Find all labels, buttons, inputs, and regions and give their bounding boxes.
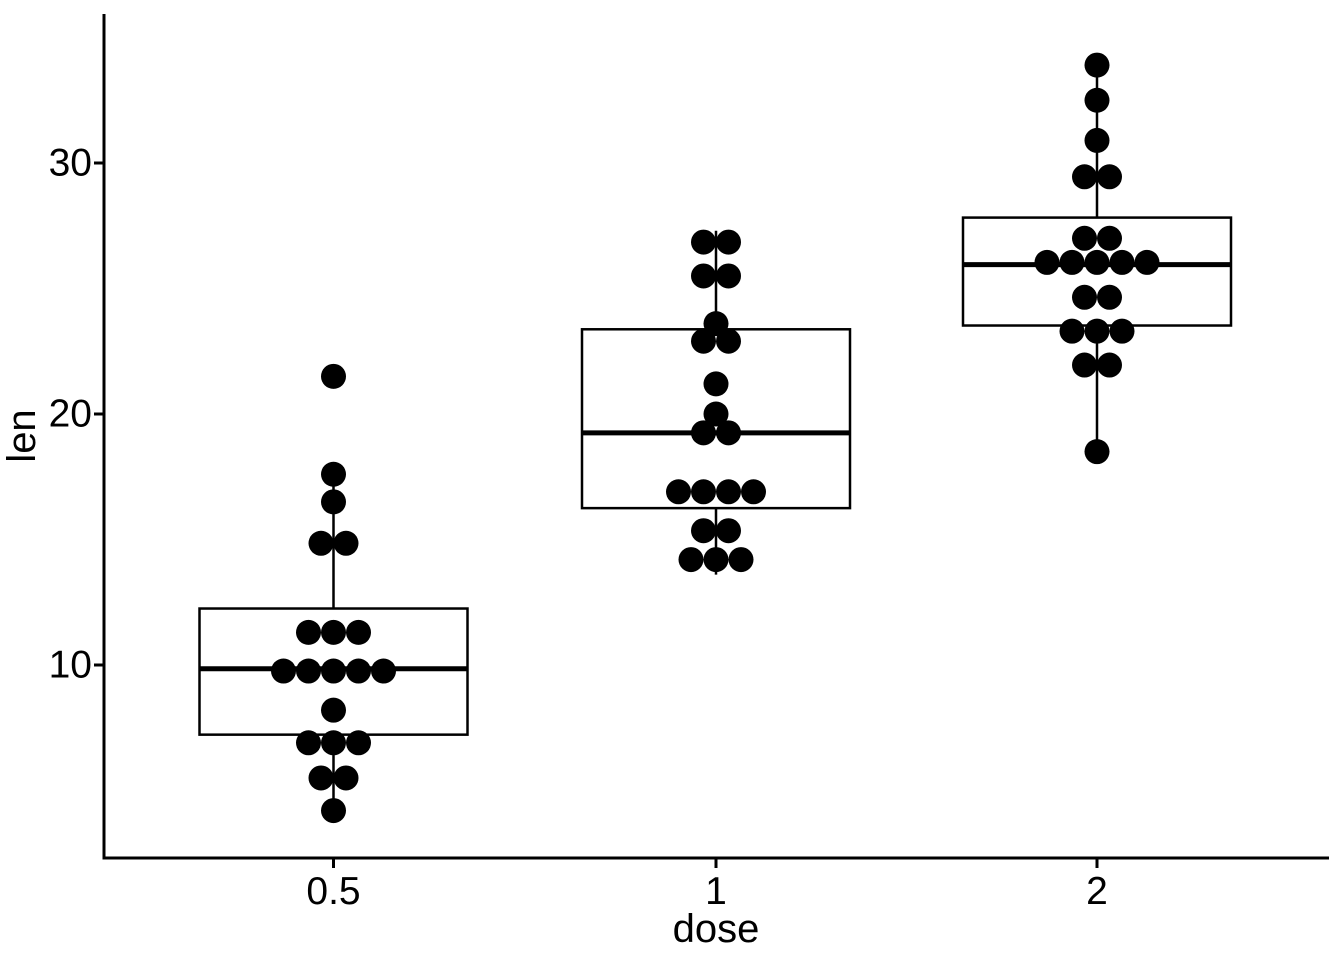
data-dot: [1084, 52, 1110, 78]
y-tick-mark: [94, 161, 103, 165]
data-dot: [346, 619, 371, 645]
data-dot: [716, 420, 741, 446]
data-dot: [1109, 318, 1135, 344]
data-dot: [1084, 439, 1110, 465]
data-dot: [691, 420, 716, 446]
data-dot: [716, 328, 741, 354]
data-dot: [703, 401, 729, 427]
y-tick-label-20: 20: [48, 392, 92, 436]
y-tick-label-10: 10: [48, 643, 92, 687]
data-dot: [716, 518, 741, 544]
data-dot: [296, 619, 321, 645]
data-dot: [703, 311, 729, 337]
data-dot: [1072, 352, 1097, 378]
data-dot: [321, 798, 346, 824]
data-dot: [371, 658, 396, 684]
data-dot: [321, 619, 346, 645]
data-dot: [321, 658, 346, 684]
data-dot: [1097, 352, 1122, 378]
data-dot: [1084, 249, 1110, 275]
data-dot: [321, 730, 346, 756]
data-dot: [691, 229, 716, 255]
x-tick-mark: [714, 859, 718, 868]
data-dot: [1109, 249, 1135, 275]
data-dot: [1034, 249, 1060, 275]
data-dot: [691, 479, 716, 505]
data-dot: [1097, 225, 1122, 251]
data-dot: [1072, 225, 1097, 251]
data-dot: [728, 547, 754, 573]
y-axis-title: len: [0, 409, 44, 463]
data-dot: [691, 518, 716, 544]
data-dot: [703, 371, 729, 397]
data-dot: [333, 765, 359, 791]
x-tick-mark: [332, 859, 335, 868]
data-dot: [1072, 164, 1097, 190]
data-dot: [321, 363, 346, 389]
data-dot: [716, 479, 741, 505]
data-dot: [716, 229, 741, 255]
data-dot: [308, 765, 334, 791]
data-dot: [296, 658, 321, 684]
y-tick-label-30: 30: [48, 141, 92, 185]
data-dot: [1072, 284, 1097, 310]
y-tick-mark: [94, 663, 103, 667]
data-dot: [1084, 87, 1110, 113]
data-dot: [691, 263, 716, 289]
x-tick-label-0.5: 0.5: [306, 870, 361, 913]
x-tick-label-2: 2: [1086, 870, 1108, 913]
data-dot: [666, 479, 691, 505]
y-axis-line: [102, 14, 106, 860]
x-axis-line: [102, 856, 1329, 860]
data-dot: [1084, 318, 1110, 344]
data-dot: [703, 547, 729, 573]
data-dot: [1097, 164, 1122, 190]
data-dot: [1134, 249, 1160, 275]
data-dot: [333, 530, 359, 556]
data-dot: [321, 461, 346, 487]
data-dot: [1084, 127, 1110, 153]
data-dot: [678, 547, 704, 573]
data-dot: [271, 658, 296, 684]
data-dot: [321, 489, 346, 515]
data-dot: [741, 479, 766, 505]
data-dot: [1059, 249, 1085, 275]
data-dot: [346, 658, 371, 684]
x-axis-title: dose: [672, 907, 760, 951]
data-dot: [296, 730, 321, 756]
x-tick-mark: [1095, 859, 1099, 868]
data-dot: [691, 328, 716, 354]
data-dot: [1097, 284, 1122, 310]
data-dot: [321, 697, 346, 723]
y-tick-mark: [94, 412, 103, 416]
data-dot: [716, 263, 741, 289]
data-dot: [1059, 318, 1085, 344]
data-dot: [346, 730, 371, 756]
x-tick-label-1: 1: [705, 870, 727, 913]
data-dot: [308, 530, 334, 556]
